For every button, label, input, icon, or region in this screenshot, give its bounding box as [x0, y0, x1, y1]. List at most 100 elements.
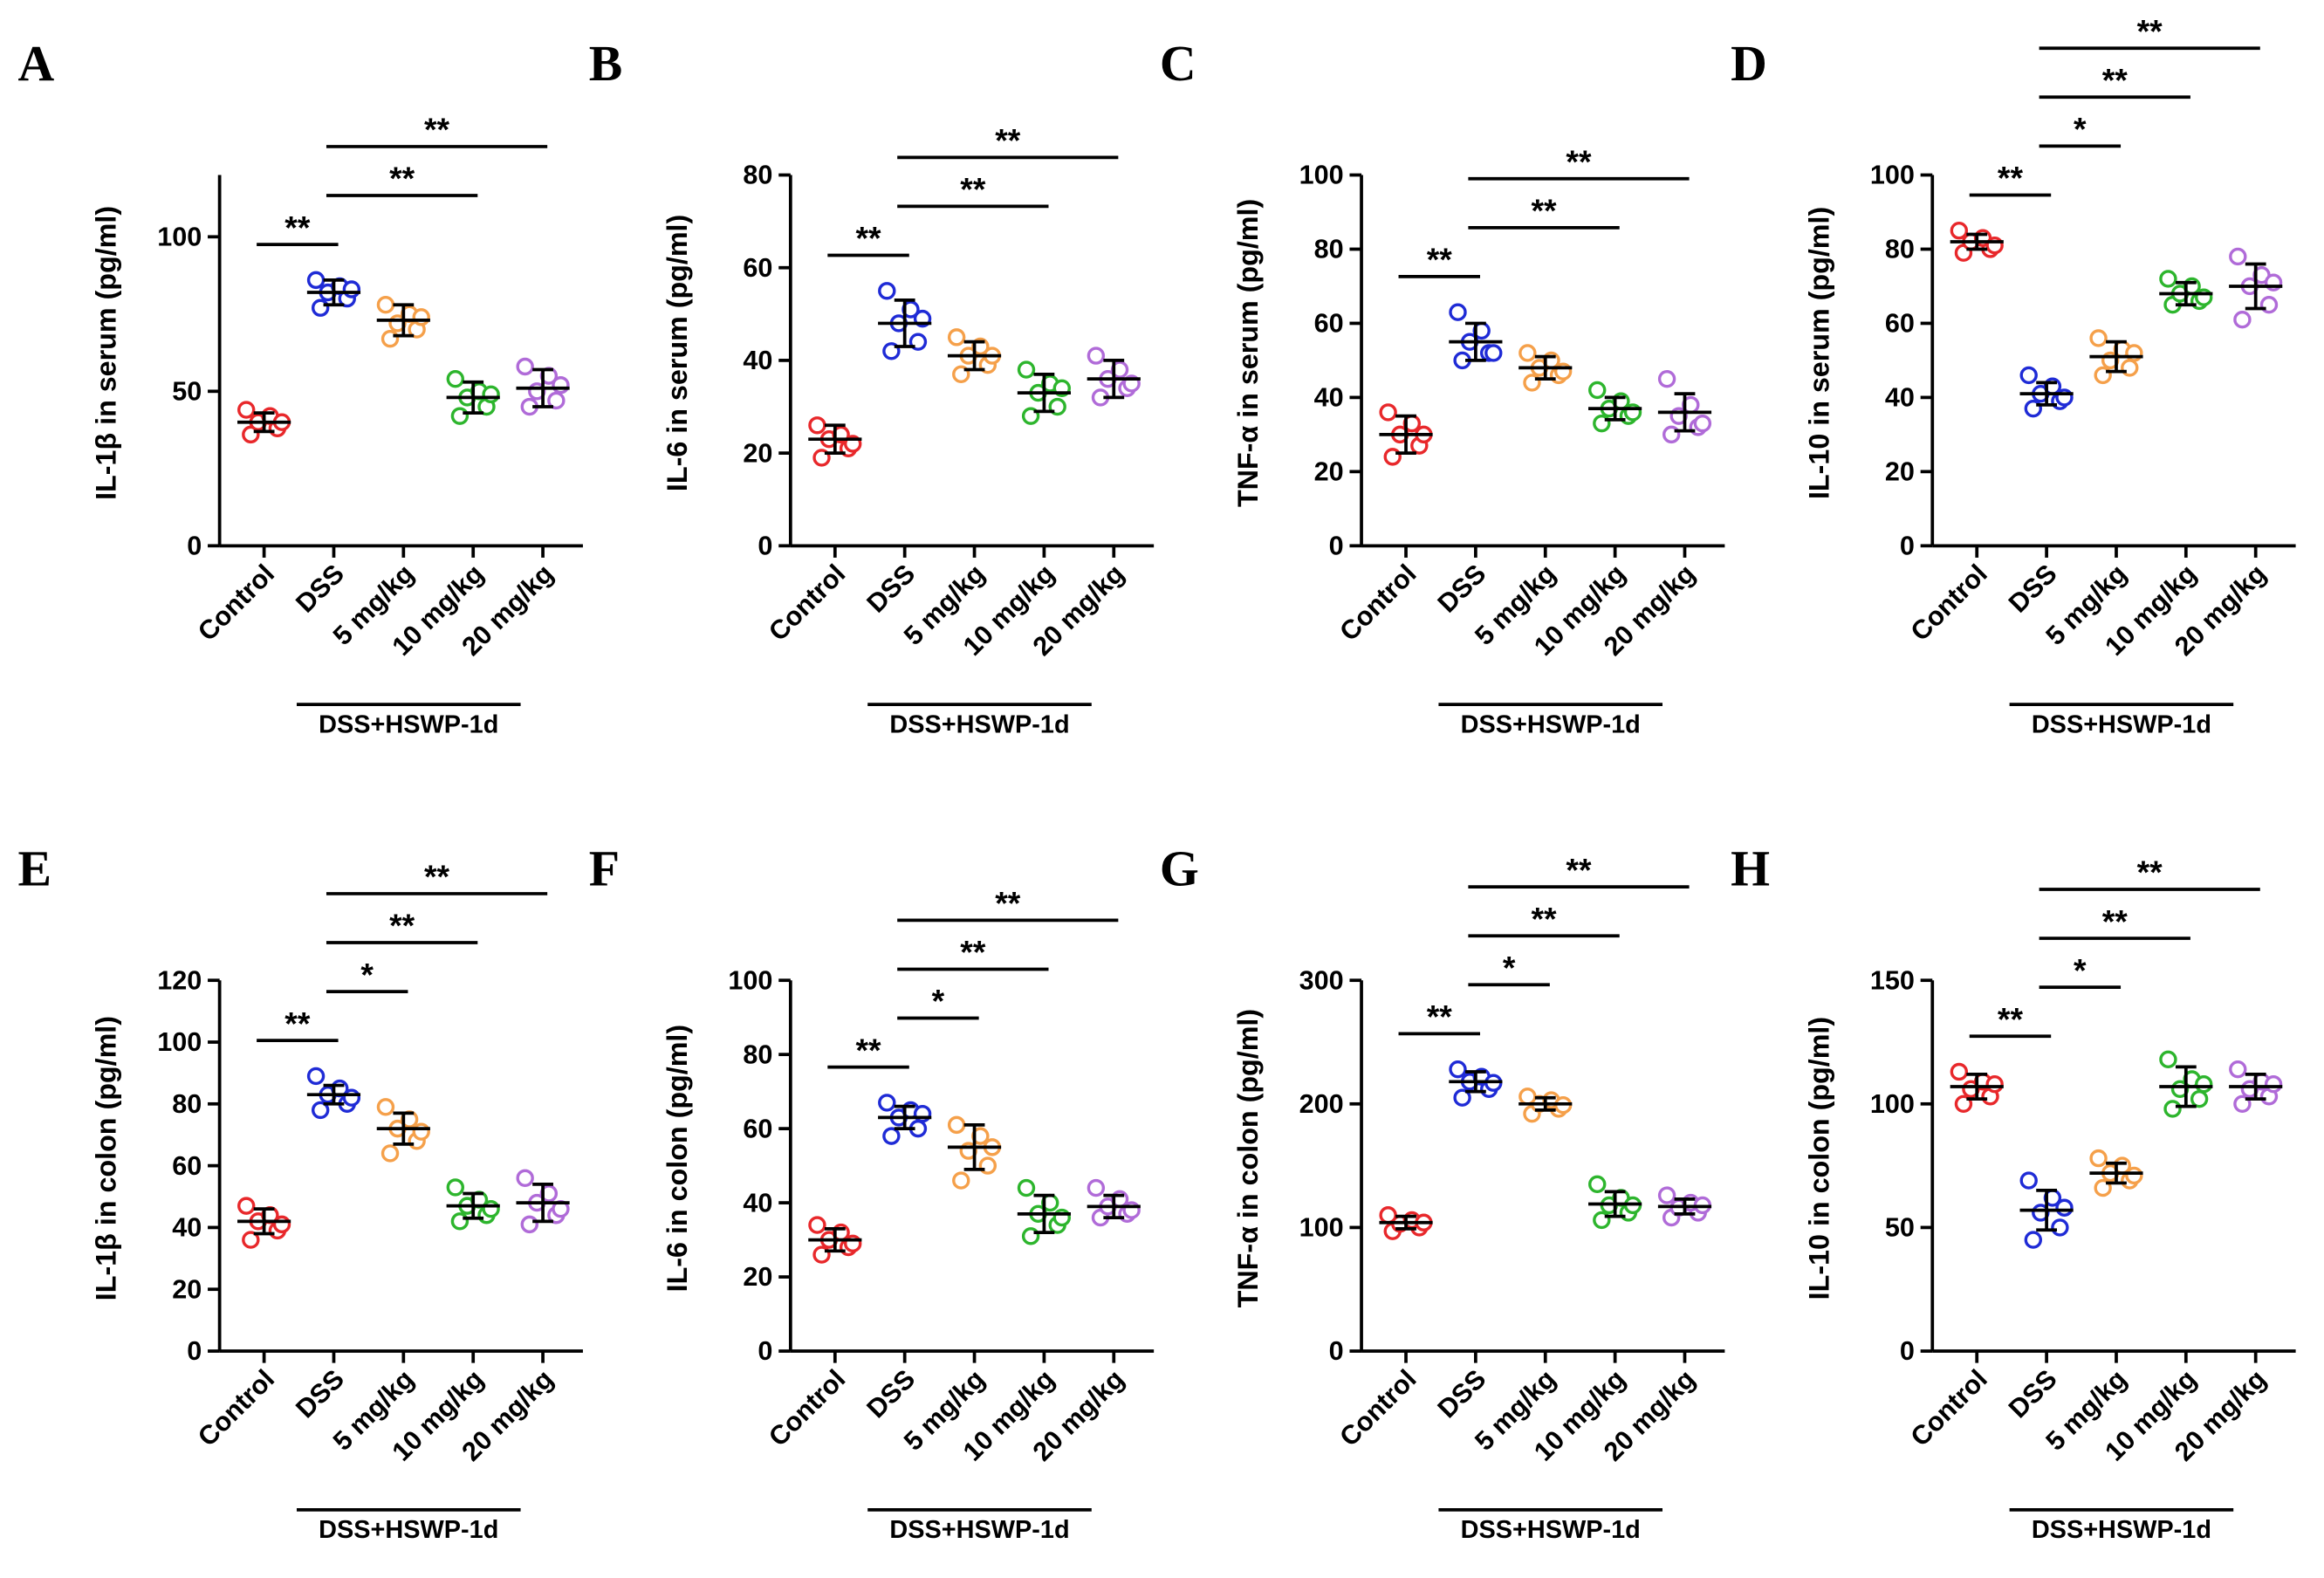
- significance-label: **: [995, 885, 1021, 922]
- data-point: [237, 401, 256, 419]
- data-point: [237, 1197, 256, 1215]
- data-point: [380, 329, 400, 348]
- data-point: [2125, 1166, 2143, 1185]
- y-tick-label: 80: [172, 1089, 202, 1119]
- panel-label: H: [1731, 841, 1770, 896]
- significance-label: **: [1998, 160, 2024, 196]
- data-point: [2024, 1231, 2043, 1249]
- data-point: [2051, 1218, 2069, 1237]
- x-tick-label: DSS: [291, 559, 351, 619]
- y-tick-label: 60: [1314, 309, 1344, 339]
- y-tick-label: 80: [743, 1039, 772, 1069]
- panel-label: F: [589, 841, 620, 896]
- y-tick-label: 60: [172, 1151, 202, 1181]
- data-point: [1017, 1178, 1036, 1197]
- y-axis-label: TNF-α in serum (pg/ml): [1232, 199, 1264, 507]
- significance-label: *: [1503, 950, 1516, 986]
- data-point: [412, 1122, 430, 1141]
- data-point: [376, 296, 395, 314]
- group-label: DSS+HSWP-1d: [2032, 710, 2211, 738]
- significance-label: *: [360, 956, 374, 992]
- y-tick-label: 100: [1870, 1089, 1915, 1119]
- data-point: [520, 1215, 538, 1234]
- y-tick-label: 20: [172, 1274, 202, 1304]
- data-point: [446, 1178, 465, 1197]
- group-label: DSS+HSWP-1d: [889, 1516, 1069, 1544]
- group-label: DSS+HSWP-1d: [2032, 1516, 2211, 1544]
- panel: G TNF-α in colon (pg/ml) 0 100 200 300 Control…: [1160, 841, 1725, 1544]
- data-point: [1950, 1062, 1969, 1081]
- data-point: [1449, 303, 1467, 321]
- significance-label: **: [2137, 12, 2163, 49]
- y-axis-label: IL-6 in colon (pg/ml): [662, 1025, 693, 1293]
- data-point: [952, 1171, 970, 1190]
- y-tick-label: 200: [1299, 1089, 1344, 1119]
- data-point: [1379, 1206, 1397, 1225]
- data-point: [1087, 346, 1106, 365]
- data-point: [547, 391, 566, 410]
- data-point: [1484, 344, 1503, 362]
- data-point: [412, 308, 430, 326]
- data-point: [342, 280, 361, 298]
- significance-label: **: [960, 934, 986, 971]
- y-tick-label: 80: [1314, 235, 1344, 264]
- y-tick-label: 100: [1299, 1213, 1344, 1243]
- y-tick-label: 0: [758, 1336, 772, 1366]
- y-tick-label: 100: [1870, 161, 1915, 190]
- data-point: [450, 407, 470, 425]
- data-point: [1950, 222, 1969, 240]
- data-point: [2159, 270, 2177, 288]
- data-point: [342, 1088, 361, 1107]
- significance-label: **: [424, 858, 450, 895]
- x-tick-label: Control: [1905, 1364, 1993, 1452]
- data-point: [2229, 247, 2247, 266]
- data-point: [1518, 344, 1537, 362]
- panel-label: D: [1731, 37, 1767, 92]
- y-tick-label: 100: [157, 1027, 202, 1057]
- data-point: [311, 298, 330, 317]
- data-point: [446, 369, 465, 388]
- y-tick-label: 20: [1885, 457, 1915, 487]
- data-point: [376, 1098, 395, 1116]
- data-point: [516, 1169, 534, 1187]
- significance-label: **: [2102, 62, 2129, 99]
- x-tick-label: DSS: [861, 1364, 922, 1424]
- y-tick-label: 300: [1299, 965, 1344, 995]
- panel-label: C: [1160, 37, 1196, 92]
- significance-label: **: [995, 122, 1021, 159]
- x-tick-label: Control: [763, 1364, 851, 1452]
- significance-label: **: [389, 907, 415, 943]
- significance-label: *: [2074, 951, 2087, 988]
- data-point: [1693, 414, 1712, 433]
- data-point: [2229, 1060, 2247, 1079]
- y-tick-label: 50: [172, 377, 202, 407]
- x-tick-label: DSS: [2003, 1364, 2063, 1424]
- data-point: [1518, 1087, 1537, 1106]
- data-point: [306, 1067, 326, 1086]
- data-point: [272, 1215, 291, 1234]
- y-tick-label: 80: [743, 161, 772, 190]
- data-point: [882, 1127, 901, 1145]
- data-point: [2190, 1089, 2209, 1108]
- y-axis-label: TNF-α in colon (pg/ml): [1232, 1009, 1264, 1307]
- y-tick-label: 20: [743, 1262, 772, 1292]
- data-point: [947, 328, 966, 346]
- y-tick-label: 100: [1299, 161, 1344, 190]
- y-axis-label: IL-1β in serum (pg/ml): [91, 206, 122, 500]
- significance-label: **: [389, 160, 415, 196]
- group-label: DSS+HSWP-1d: [1461, 710, 1641, 738]
- data-point: [2089, 1149, 2108, 1168]
- y-tick-label: 100: [728, 965, 772, 995]
- y-axis-label: IL-10 in serum (pg/ml): [1803, 207, 1834, 499]
- data-point: [878, 282, 896, 300]
- y-tick-label: 120: [157, 965, 202, 995]
- data-point: [1657, 1186, 1676, 1204]
- panel: D IL-10 in serum (pg/ml) 0 20 40 60 80 100 Contr…: [1731, 12, 2296, 738]
- panel-label: B: [589, 37, 623, 92]
- data-point: [947, 1115, 966, 1135]
- data-point: [2159, 1050, 2177, 1069]
- significance-label: *: [932, 983, 945, 1019]
- x-tick-label: Control: [192, 559, 280, 647]
- data-point: [1657, 369, 1676, 388]
